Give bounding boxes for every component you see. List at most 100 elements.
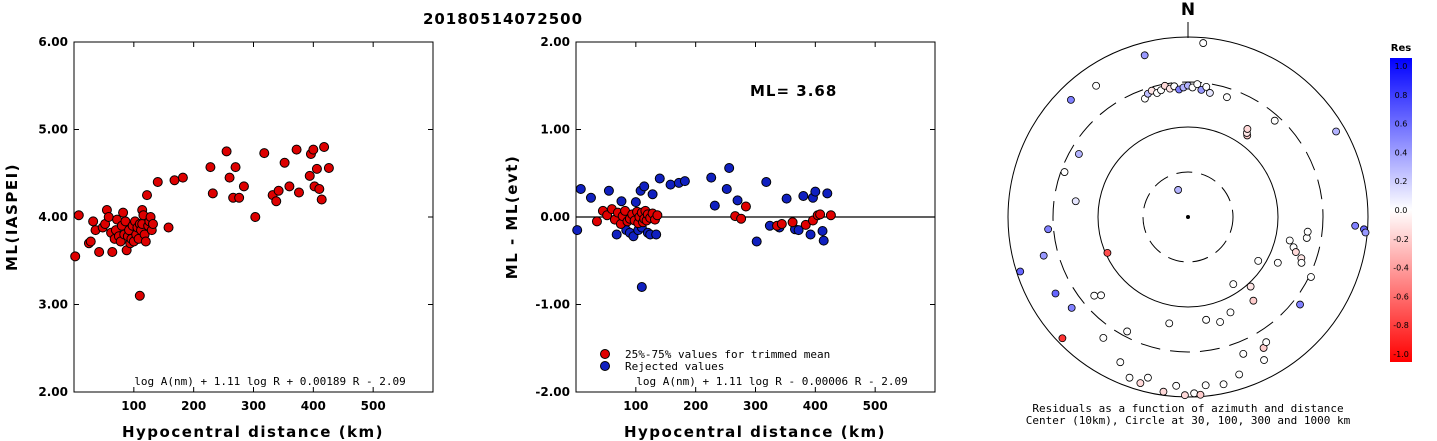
plot1-ytick-label: 2.00 bbox=[38, 385, 68, 399]
magnitude-point bbox=[284, 181, 295, 192]
epicenter-dot bbox=[1186, 215, 1190, 219]
magnitude-point bbox=[273, 185, 284, 196]
station-residual-point bbox=[1302, 234, 1311, 242]
rejected-point bbox=[679, 176, 690, 187]
rejected-point bbox=[798, 191, 809, 201]
station-residual-point bbox=[1226, 308, 1235, 317]
plot2-points bbox=[572, 163, 836, 292]
rejected-point bbox=[665, 179, 676, 190]
magnitude-point bbox=[221, 146, 232, 157]
rejected-point bbox=[818, 235, 829, 246]
plot1-xtick-label: 300 bbox=[241, 399, 266, 413]
north-label: N bbox=[1181, 0, 1195, 20]
colorbar-tick-label: 1.0 bbox=[1395, 62, 1408, 71]
station-residual-point bbox=[1303, 227, 1312, 236]
station-residual-point bbox=[1092, 81, 1101, 90]
station-residual-point bbox=[1097, 291, 1105, 300]
ml-value-label: ML= 3.68 bbox=[750, 82, 837, 100]
rejected-point bbox=[611, 229, 622, 240]
station-residual-point bbox=[1216, 318, 1225, 326]
plot1-y-axis-label: ML(IASPEI) bbox=[3, 163, 21, 271]
plot2-xtick-label: 500 bbox=[863, 399, 888, 413]
rejected-point bbox=[721, 184, 732, 194]
station-residual-point bbox=[1090, 291, 1099, 300]
station-residual-point bbox=[1058, 334, 1067, 343]
plot1-xtick-label: 400 bbox=[301, 399, 326, 413]
magnitude-point bbox=[279, 157, 290, 168]
station-residual-point bbox=[1273, 258, 1282, 267]
magnitude-point bbox=[169, 175, 180, 186]
magnitude-point bbox=[304, 170, 315, 181]
magnitude-point bbox=[238, 181, 249, 192]
station-residual-point bbox=[1291, 248, 1300, 256]
legend-rejected-marker bbox=[600, 361, 610, 371]
plot2-xtick-label: 200 bbox=[683, 399, 708, 413]
plot1-x-axis-label: Hypocentral distance (km) bbox=[122, 423, 384, 441]
station-residual-point bbox=[1196, 390, 1205, 399]
rejected-point bbox=[575, 184, 586, 194]
station-residual-point bbox=[1223, 93, 1231, 102]
plot2-xtick-label: 100 bbox=[623, 399, 648, 413]
rejected-point bbox=[706, 172, 717, 183]
magnitude-point bbox=[147, 219, 158, 229]
station-residual-point bbox=[1235, 370, 1244, 379]
plot2-ytick-label: 0.00 bbox=[540, 210, 570, 224]
figure-title: 20180514072500 bbox=[423, 10, 583, 28]
station-residual-point bbox=[1332, 127, 1340, 136]
station-residual-point bbox=[1190, 389, 1199, 398]
rejected-point bbox=[630, 197, 641, 208]
rejected-point bbox=[572, 225, 583, 236]
trimmed-point bbox=[825, 210, 836, 221]
station-residual-point bbox=[1016, 267, 1025, 276]
station-residual-point bbox=[1307, 273, 1315, 281]
rejected-point bbox=[647, 189, 658, 200]
station-residual-point bbox=[1297, 258, 1306, 267]
circle-100km bbox=[1097, 126, 1279, 308]
plot1-xtick-label: 100 bbox=[121, 399, 146, 413]
rejected-point bbox=[751, 236, 762, 247]
station-residual-point bbox=[1254, 256, 1263, 265]
colorbar-tick-label: -0.8 bbox=[1393, 321, 1409, 330]
rejected-point bbox=[793, 225, 804, 236]
magnitude-point bbox=[70, 251, 81, 262]
magnitude-vs-distance-panel: 100 200 300 400 500 2.00 3.00 4.00 5.00 6.00 log … bbox=[3, 35, 434, 441]
magnitude-point bbox=[140, 236, 151, 247]
station-residual-point bbox=[1071, 197, 1080, 206]
polar-caption-line1: Residuals as a function of azimuth and d… bbox=[1032, 402, 1343, 415]
station-residual-point bbox=[1067, 96, 1075, 104]
station-residual-point bbox=[1219, 380, 1228, 389]
legend-trimmed-label: 25%-75% values for trimmed mean bbox=[625, 348, 830, 361]
rejected-point bbox=[585, 192, 596, 203]
colorbar-gradient bbox=[1390, 58, 1412, 362]
trimmed-point bbox=[652, 210, 663, 221]
legend-trimmed-marker bbox=[600, 349, 610, 359]
station-residual-point bbox=[1243, 125, 1252, 133]
magnitude-point bbox=[73, 210, 84, 221]
magnitude-point bbox=[308, 144, 319, 155]
magnitude-point bbox=[94, 247, 105, 257]
rejected-point bbox=[724, 163, 735, 173]
station-residual-point bbox=[1202, 315, 1211, 324]
magnitude-point bbox=[259, 148, 270, 159]
magnitude-point bbox=[314, 184, 325, 194]
magnitude-point bbox=[134, 290, 145, 301]
residual-vs-distance-panel: 100 200 300 400 500 -2.00 -1.00 0.00 1.00 2.00 ML… bbox=[503, 35, 936, 441]
station-residual-point bbox=[1262, 338, 1271, 347]
trimmed-point bbox=[740, 201, 751, 212]
plot1-ytick-label: 6.00 bbox=[38, 35, 68, 49]
rejected-point bbox=[805, 229, 816, 240]
rejected-point bbox=[636, 282, 647, 292]
magnitude-point bbox=[207, 188, 218, 199]
rejected-point bbox=[603, 185, 614, 196]
station-residual-point bbox=[1296, 300, 1304, 309]
magnitude-point bbox=[291, 144, 302, 155]
colorbar-tick-label: 0.2 bbox=[1395, 177, 1408, 186]
station-residual-point bbox=[1044, 225, 1053, 234]
residual-colorbar: Res 1.0 0.8 0.6 0.4 0.2 0.0 -0.2 -0.4 -0.6 -0.8 -1… bbox=[1390, 43, 1412, 362]
rejected-point bbox=[822, 188, 833, 199]
station-residual-point bbox=[1180, 391, 1189, 400]
magnitude-point bbox=[205, 162, 216, 173]
colorbar-tick-label: -0.6 bbox=[1393, 292, 1409, 301]
station-residual-point bbox=[1199, 39, 1208, 47]
trimmed-point bbox=[776, 219, 787, 229]
